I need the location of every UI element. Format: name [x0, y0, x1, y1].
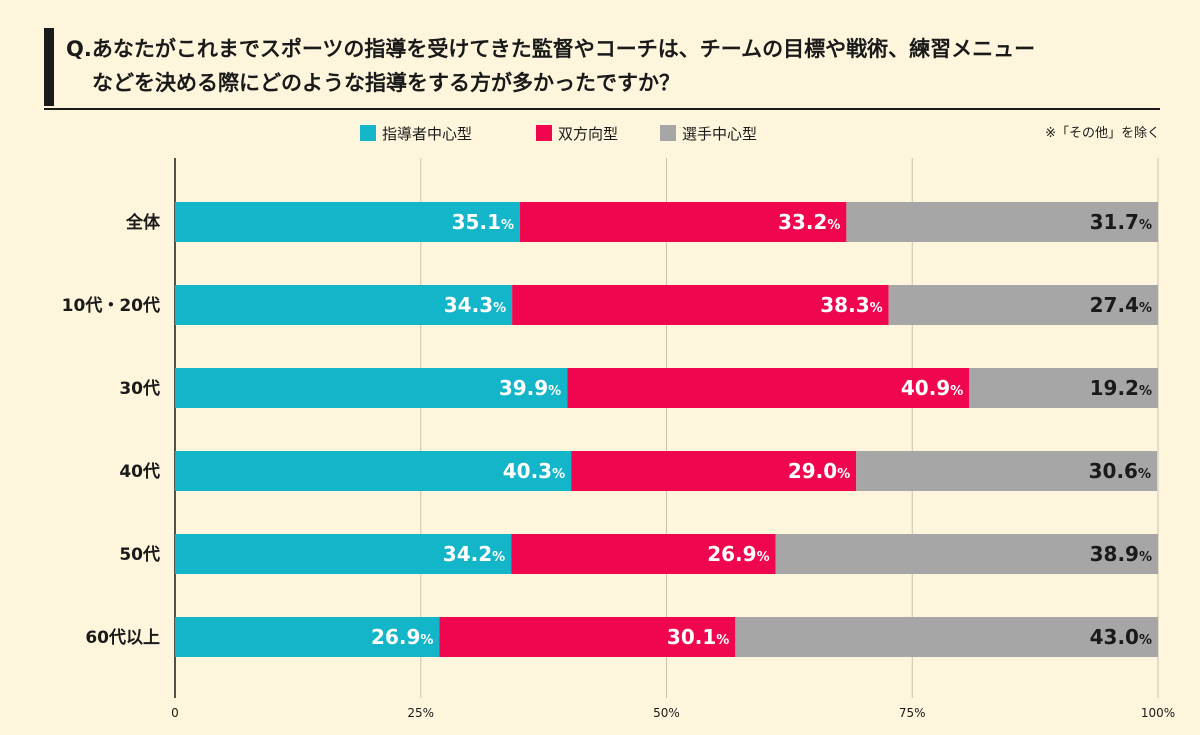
x-tick-label: 25%: [407, 706, 434, 720]
data-label: 30.1%: [667, 625, 729, 649]
legend-swatch: [660, 125, 676, 141]
category-label: 全体: [125, 212, 161, 233]
legend-swatch: [360, 125, 376, 141]
legend: 指導者中心型 双方向型 選手中心型: [360, 125, 757, 143]
category-label: 60代以上: [85, 627, 160, 648]
bars: [175, 202, 1158, 657]
note-text: ※「その他」を除く: [1045, 126, 1160, 141]
data-label: 35.1%: [452, 210, 514, 234]
bar-segment: [735, 617, 1158, 657]
data-label: 38.3%: [820, 293, 882, 317]
x-tick-label: 100%: [1141, 706, 1175, 720]
data-label: 29.0%: [788, 459, 850, 483]
bar-segment: [175, 285, 513, 325]
x-tick-label: 75%: [899, 706, 926, 720]
grid-lines: [174, 158, 1159, 698]
category-label: 30代: [119, 378, 160, 399]
title-line-1: Q.あなたがこれまでスポーツの指導を受けてきた監督やコーチは、チームの目標や戦術…: [66, 37, 1036, 61]
data-label: 30.6%: [1089, 459, 1151, 483]
bar-segment: [856, 451, 1158, 491]
category-label: 50代: [119, 544, 160, 565]
bar-segment: [175, 368, 568, 408]
category-labels: 全体 10代・20代 30代 40代 50代 60代以上: [62, 212, 161, 648]
bar-segment: [571, 451, 857, 491]
data-label: 26.9%: [707, 542, 769, 566]
title-rule: [44, 108, 1160, 110]
bar-segment: [175, 534, 512, 574]
bar-segment: [969, 368, 1158, 408]
bar-segment: [439, 617, 736, 657]
data-label: 19.2%: [1090, 376, 1152, 400]
x-axis-ticks: 0 25% 50% 75% 100%: [171, 706, 1175, 720]
data-label: 27.4%: [1090, 293, 1152, 317]
data-label: 34.3%: [444, 293, 506, 317]
x-tick-label: 50%: [653, 706, 680, 720]
category-label: 40代: [119, 461, 160, 482]
bar-segment: [520, 202, 847, 242]
data-label: 43.0%: [1090, 625, 1152, 649]
legend-label: 指導者中心型: [382, 125, 472, 143]
value-labels: 35.1% 33.2% 31.7% 34.3% 38.3% 27.4% 39.9% 40.9%…: [371, 210, 1152, 649]
data-label: 31.7%: [1090, 210, 1152, 234]
legend-swatch: [536, 125, 552, 141]
data-label: 38.9%: [1090, 542, 1152, 566]
bar-segment: [846, 202, 1158, 242]
title-line-2: などを決める際にどのような指導をする方が多かったですか？: [92, 71, 680, 95]
data-label: 39.9%: [499, 376, 561, 400]
x-tick-label: 0: [171, 706, 179, 720]
data-label: 34.2%: [443, 542, 505, 566]
bar-segment: [175, 202, 521, 242]
bar-segment: [511, 534, 776, 574]
bar-segment: [175, 451, 572, 491]
bar-segment: [775, 534, 1158, 574]
chart-title: Q.あなたがこれまでスポーツの指導を受けてきた監督やコーチは、チームの目標や戦術…: [66, 32, 1166, 100]
bar-segment: [175, 617, 440, 657]
data-label: 40.9%: [901, 376, 963, 400]
data-label: 33.2%: [778, 210, 840, 234]
bar-segment: [567, 368, 970, 408]
data-label: 40.3%: [503, 459, 565, 483]
legend-label: 双方向型: [558, 125, 618, 143]
category-label: 10代・20代: [62, 295, 160, 316]
legend-label: 選手中心型: [682, 125, 757, 143]
title-accent-bar: [44, 28, 54, 106]
bar-segment: [888, 285, 1158, 325]
bar-segment: [512, 285, 889, 325]
data-label: 26.9%: [371, 625, 433, 649]
